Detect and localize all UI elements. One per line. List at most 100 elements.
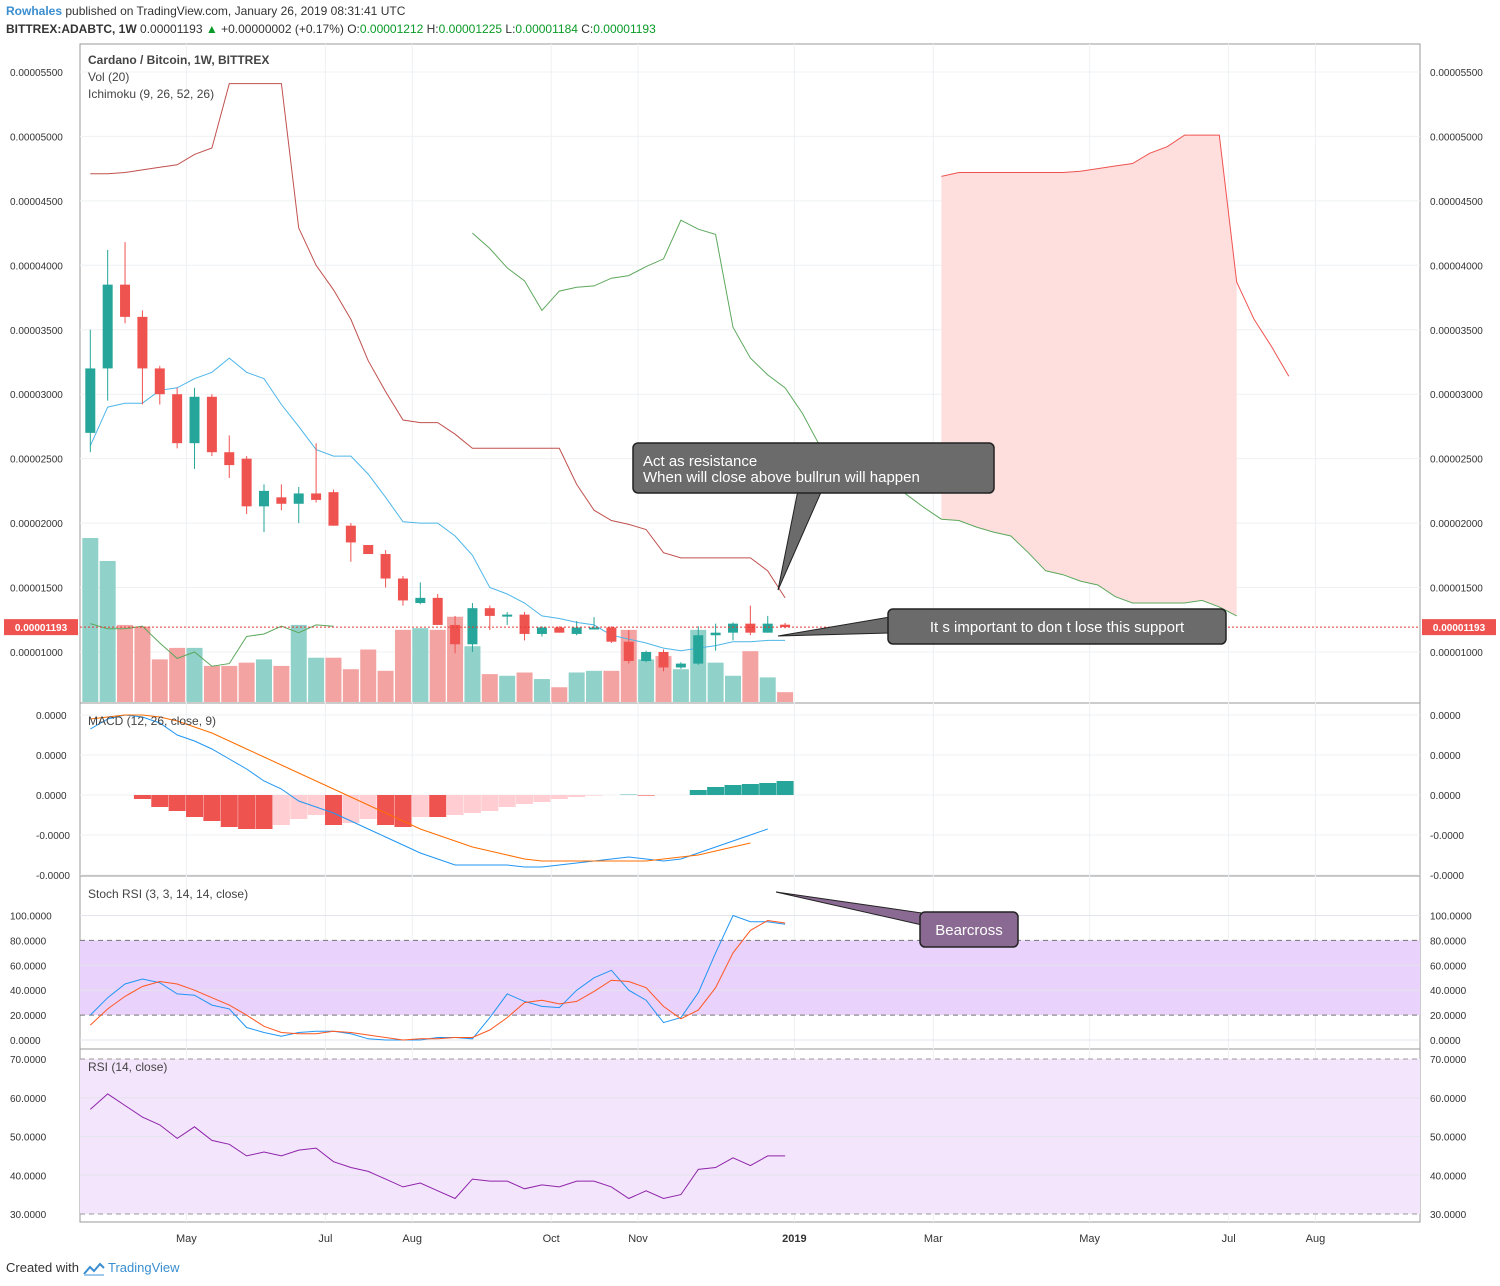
macd-histogram-bar [133,795,151,799]
callout-support [887,608,1227,645]
candle-body [432,597,443,625]
macd-histogram-bar [498,795,516,807]
candle-body [641,652,652,662]
macd-histogram-bar [377,795,395,825]
macd-histogram-bar [151,795,169,807]
y-tick-label-right: 0.00005000 [1430,132,1483,143]
price-marker-left [4,619,78,636]
volume-bar [429,629,446,702]
candle-body [745,623,756,633]
volume-bar [151,659,168,702]
macd-y-tick: -0.0000 [36,831,70,842]
rsi-title: RSI (14, close) [88,1060,167,1074]
low-label: L: [505,22,516,36]
volume-bar [603,670,620,702]
candle-body [241,458,252,507]
callout-pointer [777,489,823,591]
candle-body [675,663,686,668]
close-label: C: [581,22,594,36]
volume-bar [186,647,203,702]
x-tick-label: May [1079,1233,1100,1245]
rsi-y-tick: 60.0000 [10,1094,47,1105]
indicator-label: Ichimoku (9, 26, 52, 26) [88,87,214,101]
x-tick-label: Aug [402,1233,422,1245]
x-tick-label: Jul [318,1233,332,1245]
bearcross-callout [919,911,1019,948]
macd-histogram-bar [463,795,481,813]
macd-histogram-bar [359,795,377,819]
author-link[interactable]: Rowhales [6,4,63,18]
up-arrow-icon: ▲ [205,22,218,36]
stoch-y-tick-right: 20.0000 [1430,1011,1467,1022]
y-tick-label: 0.00002000 [10,519,63,530]
y-tick-label: 0.00003500 [10,326,63,337]
volume-bar [134,626,151,702]
y-tick-label-right: 0.00004500 [1430,197,1483,208]
stoch-y-tick: 20.0000 [10,1011,47,1022]
macd-histogram-bar [290,795,308,819]
macd-histogram-bar [568,795,586,797]
y-tick-label: 0.00004500 [10,197,63,208]
stoch-y-tick-right: 40.0000 [1430,986,1467,997]
candle-body [102,284,113,369]
candle-body [450,624,461,645]
macd-histogram-bar [394,795,412,827]
macd-histogram-bar [481,795,499,811]
macd-y-tick: 0.0000 [36,751,67,762]
macd-y-tick-right: 0.0000 [1430,751,1461,762]
volume-bar [290,624,307,702]
volume-bar [169,647,186,702]
volume-bar [377,670,394,702]
volume-bar [499,675,516,702]
main-chart-title: Cardano / Bitcoin, 1W, BITTREX [88,53,269,67]
x-tick-label: Mar [924,1233,943,1245]
x-tick-label: 2019 [782,1233,806,1245]
volume-bar [325,657,342,702]
candle-body [345,525,356,543]
macd-histogram-bar [759,783,777,795]
ichimoku-kijun-line [89,357,786,652]
y-tick-label-right: 0.00005500 [1430,68,1483,79]
macd-histogram-bar [168,795,186,811]
stoch-title: Stoch RSI (3, 3, 14, 14, close) [88,887,248,901]
x-tick-label: Aug [1306,1233,1326,1245]
rsi-line [89,1093,786,1200]
volume-bar [777,692,794,702]
candle-body [571,627,582,634]
y-tick-label: 0.00005500 [10,68,63,79]
volume-bar [568,672,585,702]
volume-bar [551,687,568,702]
macd-histogram-bar [776,781,794,795]
candle-body [311,493,322,500]
ichimoku-span-a-line [90,623,334,667]
stoch-band [80,940,1420,1016]
volume-bar [516,672,533,702]
ichimoku-span-b-line [941,134,1290,377]
volume-bar [117,624,134,702]
candle-body [536,627,547,634]
y-tick-label-right: 0.00004000 [1430,261,1483,272]
y-tick-label: 0.00002500 [10,455,63,466]
stoch-k-line [89,914,786,1041]
callout-resistance [632,442,995,494]
volume-bar [533,679,550,702]
stoch-y-tick: 60.0000 [10,961,47,972]
candle-body [85,368,96,433]
candle-body [658,652,669,668]
ichimoku-cloud [941,135,1237,616]
volume-bar [342,669,359,702]
macd-histogram-bar [550,795,568,799]
bearcross-pointer [775,891,923,926]
ichimoku-span-b-line [90,83,786,599]
y-tick-label-right: 0.00001500 [1430,584,1483,595]
stoch-y-tick: 40.0000 [10,986,47,997]
volume-bar [203,665,220,702]
volume-bar [308,657,325,702]
tradingview-brand[interactable]: TradingView [108,1260,180,1275]
candle-body [293,493,304,504]
callout-resistance-line2: When will close above bullrun will happe… [643,469,920,486]
y-tick-label-right: 0.00001000 [1430,648,1483,659]
x-tick-label: Oct [543,1233,560,1245]
candle-body [589,627,600,630]
